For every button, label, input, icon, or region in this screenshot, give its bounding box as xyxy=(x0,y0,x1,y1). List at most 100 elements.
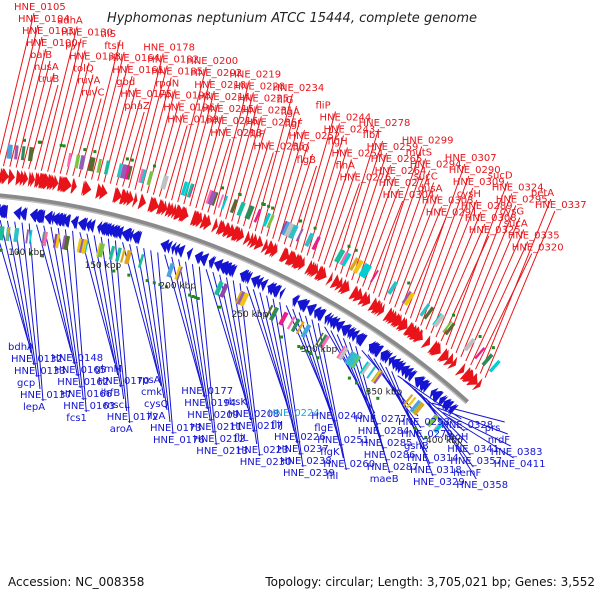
gene-label[interactable]: HNE_0213 xyxy=(196,446,248,457)
gene-label[interactable]: HNE_0295 xyxy=(496,195,548,206)
gene-label[interactable]: dusA xyxy=(418,184,443,195)
gene-label[interactable]: ilvA xyxy=(147,411,165,422)
gene-label[interactable]: HNE_0224 xyxy=(268,408,320,419)
gene-label[interactable]: nusA xyxy=(34,62,59,73)
gene-label[interactable]: HNE_0220 xyxy=(233,82,285,93)
gene-label[interactable]: HNE_0234 xyxy=(273,83,325,94)
gene-label[interactable]: HNE_0337 xyxy=(535,200,587,211)
gene-label[interactable]: HNE_0104 xyxy=(18,14,70,25)
gene-label[interactable]: HNE_0341 xyxy=(447,444,499,455)
gene-label[interactable]: sucA xyxy=(504,219,528,230)
gene-label[interactable]: HNE_0212 xyxy=(193,434,245,445)
gene-label[interactable]: HNE_0178 xyxy=(143,43,195,54)
gene-label[interactable]: HNE_0294 xyxy=(410,160,462,171)
gene-label[interactable]: HNE_0252 xyxy=(289,131,341,142)
gene-label[interactable]: maeB xyxy=(370,474,399,485)
gene-label[interactable]: HNE_0254 xyxy=(332,149,384,160)
gene-label[interactable]: flgA xyxy=(281,107,301,118)
gene-label[interactable]: HNE_0198 xyxy=(159,91,211,102)
gene-label[interactable]: HNE_0318 xyxy=(410,465,462,476)
gene-label[interactable]: HNE_0328 xyxy=(441,420,493,431)
gene-label[interactable]: HNE_0276 xyxy=(340,173,392,184)
gene-label[interactable]: prs xyxy=(485,423,501,434)
gene-label[interactable]: glmM xyxy=(95,364,123,375)
gene-label[interactable]: HNE_0217 xyxy=(231,421,283,432)
gene-label[interactable]: ruvC xyxy=(81,88,104,99)
gene-label[interactable]: mutS xyxy=(406,148,432,159)
gene-label[interactable]: flgE xyxy=(314,423,333,434)
gene-label[interactable]: HNE_0215 xyxy=(202,104,254,115)
gene-label[interactable]: HNE_0285 xyxy=(361,438,413,449)
gene-label[interactable]: HNE_0239 xyxy=(283,468,335,479)
gene-label[interactable]: HNE_0162 xyxy=(57,377,109,388)
gene-label[interactable]: HNE_0210 xyxy=(194,80,246,91)
gene-label[interactable]: HNE_0211 xyxy=(190,422,242,433)
gene-label[interactable]: HNE_0170 xyxy=(98,376,150,387)
gene-label[interactable]: fcs1 xyxy=(66,413,87,424)
gene-label[interactable]: fliG xyxy=(277,95,294,106)
gene-label[interactable]: gcp xyxy=(17,378,35,389)
gene-label[interactable]: HNE_0320 xyxy=(512,243,564,254)
gene-label[interactable]: nrdF xyxy=(488,435,511,446)
gene-label[interactable]: HNE_0358 xyxy=(456,480,508,491)
gene-label[interactable]: fliJ xyxy=(271,420,283,431)
gene-label[interactable]: phaZ xyxy=(124,101,150,112)
gene-label[interactable]: HNE_0163 xyxy=(63,401,115,412)
gene-label[interactable]: HNE_0176 xyxy=(153,435,205,446)
gene-label[interactable]: HNE_0208 xyxy=(228,409,280,420)
gene-label[interactable]: tilS xyxy=(100,29,116,40)
gene-label[interactable]: HNE_0177 xyxy=(181,386,233,397)
gene-label[interactable]: HNE_0185 xyxy=(151,67,203,78)
gene-label[interactable]: HNE_0290 xyxy=(449,165,501,176)
gene-label[interactable]: lepA xyxy=(23,402,45,413)
gene-label[interactable]: HNE_0287 xyxy=(367,462,419,473)
gene-label[interactable]: fliP xyxy=(316,101,331,112)
gene-label[interactable]: HNE_0172 xyxy=(107,412,159,423)
gene-label[interactable]: fliI xyxy=(326,471,338,482)
gene-label[interactable]: HNE_0132 xyxy=(11,354,63,365)
gene-label[interactable]: HNE_0298 xyxy=(398,417,450,428)
gene-label[interactable]: HNE_0137 xyxy=(20,390,72,401)
gene-label[interactable]: rpsA xyxy=(138,375,161,386)
gene-label[interactable]: HNE_0218 xyxy=(210,128,262,139)
gene-label[interactable]: ftsH xyxy=(104,41,124,52)
gene-label[interactable]: HNE_0411 xyxy=(494,459,546,470)
gene-label[interactable]: HNE_0219 xyxy=(229,70,281,81)
gene-label[interactable]: HNE_0103 xyxy=(22,26,74,37)
gene-label[interactable]: HNE_0214 xyxy=(198,92,250,103)
gene-label[interactable]: flgF xyxy=(285,119,304,130)
gene-label[interactable]: HNE_0196 xyxy=(163,103,215,114)
gene-label[interactable]: adhA xyxy=(57,16,83,27)
gene-label[interactable]: flhA xyxy=(336,161,356,172)
gene-label[interactable]: hemF xyxy=(453,468,481,479)
gene-label[interactable]: HNE_0260 xyxy=(323,459,375,470)
gene-label[interactable]: ruvA xyxy=(77,76,100,87)
gene-label[interactable]: HNE_0309 xyxy=(453,177,505,188)
gene-label[interactable]: rpoN xyxy=(155,79,179,90)
gene-label[interactable]: HNE_0223 xyxy=(237,445,289,456)
gene-label[interactable]: HNE_0299 xyxy=(402,136,454,147)
gene-label[interactable]: HNE_0216 xyxy=(206,116,258,127)
gene-label[interactable]: HNE_0105 xyxy=(14,2,66,13)
gene-label[interactable]: HNE_0265 xyxy=(371,154,423,165)
gene-label[interactable]: cysH xyxy=(457,189,481,200)
gene-label[interactable]: HNE_0274 xyxy=(379,178,431,189)
gene-label[interactable]: HNE_0335 xyxy=(508,231,560,242)
gene-label[interactable]: HNE_0291 xyxy=(426,208,478,219)
gene-label[interactable]: HNE_0173 xyxy=(150,423,202,434)
gene-label[interactable]: HNE_0251 xyxy=(317,435,369,446)
gene-label[interactable]: HNE_0230 xyxy=(240,457,292,468)
gene-label[interactable]: HNE_0357 xyxy=(450,456,502,467)
gene-label[interactable]: HNE_0200 xyxy=(186,56,238,67)
gene-label[interactable]: HNE_0202 xyxy=(190,68,242,79)
gene-label[interactable]: HNE_0278 xyxy=(359,118,411,129)
gene-label[interactable]: HNE_0243 xyxy=(324,125,376,136)
gene-label[interactable]: HNE_0289 xyxy=(461,201,513,212)
gene-label[interactable]: HNE_0324 xyxy=(492,183,544,194)
gene-label[interactable]: HNE_0130 xyxy=(61,28,113,39)
gene-label[interactable]: HNE_0236 xyxy=(245,118,297,129)
gene-label[interactable]: mscL xyxy=(104,400,130,411)
gene-label[interactable]: bdhA xyxy=(8,342,34,353)
gene-label[interactable]: cmk xyxy=(141,387,162,398)
gene-label[interactable]: HNE_0237 xyxy=(277,444,329,455)
